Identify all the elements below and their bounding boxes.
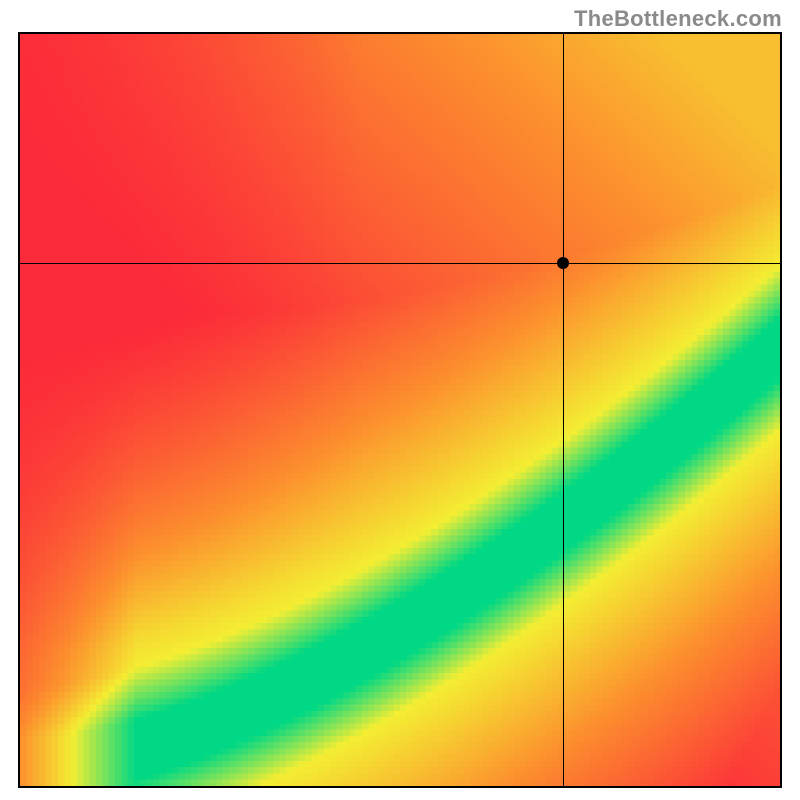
heatmap-canvas	[20, 34, 780, 786]
watermark-text: TheBottleneck.com	[574, 6, 782, 32]
heatmap-plot	[18, 32, 782, 788]
crosshair-horizontal	[20, 263, 780, 264]
crosshair-vertical	[563, 34, 564, 786]
crosshair-marker	[557, 257, 569, 269]
